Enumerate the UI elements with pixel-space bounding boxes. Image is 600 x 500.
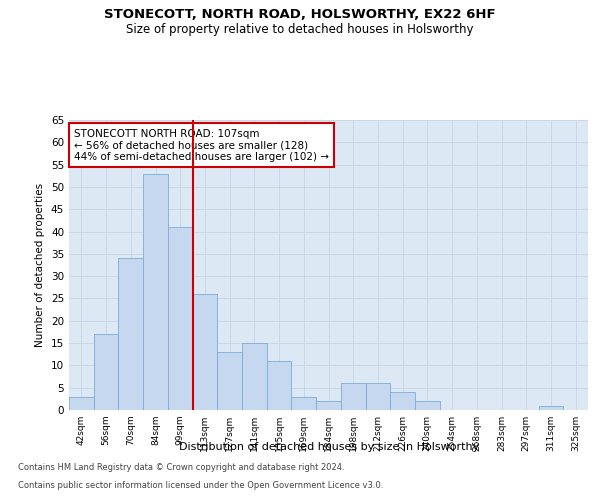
Bar: [69, 396, 94, 410]
Bar: [415, 401, 440, 410]
Text: STONECOTT NORTH ROAD: 107sqm
← 56% of detached houses are smaller (128)
44% of s: STONECOTT NORTH ROAD: 107sqm ← 56% of de…: [74, 128, 329, 162]
Text: Size of property relative to detached houses in Holsworthy: Size of property relative to detached ho…: [126, 22, 474, 36]
Bar: [390, 392, 415, 410]
Text: Contains HM Land Registry data © Crown copyright and database right 2024.: Contains HM Land Registry data © Crown c…: [18, 464, 344, 472]
Bar: [193, 294, 217, 410]
Bar: [118, 258, 143, 410]
Text: Contains public sector information licensed under the Open Government Licence v3: Contains public sector information licen…: [18, 481, 383, 490]
Bar: [539, 406, 563, 410]
Bar: [316, 401, 341, 410]
Text: Distribution of detached houses by size in Holsworthy: Distribution of detached houses by size …: [179, 442, 479, 452]
Bar: [365, 383, 390, 410]
Bar: [242, 343, 267, 410]
Bar: [94, 334, 118, 410]
Bar: [217, 352, 242, 410]
Bar: [292, 396, 316, 410]
Text: STONECOTT, NORTH ROAD, HOLSWORTHY, EX22 6HF: STONECOTT, NORTH ROAD, HOLSWORTHY, EX22 …: [104, 8, 496, 20]
Bar: [168, 227, 193, 410]
Bar: [341, 383, 365, 410]
Y-axis label: Number of detached properties: Number of detached properties: [35, 183, 46, 347]
Bar: [143, 174, 168, 410]
Bar: [267, 361, 292, 410]
